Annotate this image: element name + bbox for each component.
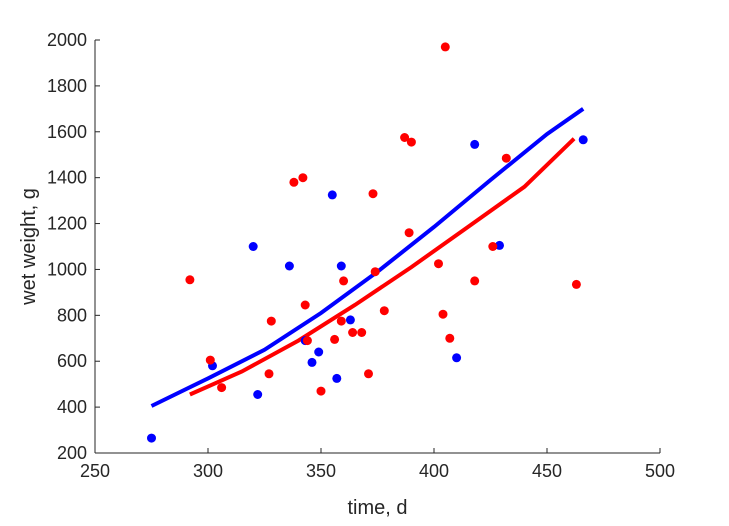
data-point xyxy=(470,139,480,149)
fit-lines xyxy=(150,107,585,408)
data-point xyxy=(364,369,373,379)
y-tick-label: 1600 xyxy=(47,122,87,142)
y-tick-label: 1200 xyxy=(47,214,87,234)
data-point xyxy=(302,336,312,346)
data-point xyxy=(339,276,349,286)
data-point xyxy=(336,261,346,271)
fit-line xyxy=(189,137,576,397)
data-point xyxy=(445,333,455,343)
x-tick-label: 450 xyxy=(532,461,562,481)
data-point xyxy=(327,190,337,200)
fit-line xyxy=(150,107,585,408)
data-point xyxy=(185,275,195,285)
data-point xyxy=(298,173,308,183)
data-point xyxy=(501,153,511,163)
data-point xyxy=(332,373,342,383)
y-tick-label: 2000 xyxy=(47,30,87,50)
x-tick-label: 250 xyxy=(80,461,110,481)
data-point xyxy=(379,306,389,316)
data-point xyxy=(470,276,480,286)
data-point xyxy=(348,328,358,337)
data-point xyxy=(307,357,317,367)
data-point xyxy=(248,242,258,251)
y-tick-label: 400 xyxy=(57,397,87,417)
y-tick-label: 1000 xyxy=(47,259,87,279)
data-point xyxy=(284,261,294,271)
data-point xyxy=(330,334,340,344)
data-point xyxy=(488,242,498,251)
data-point xyxy=(400,133,410,142)
y-tick-label: 1800 xyxy=(47,76,87,96)
x-tick-label: 300 xyxy=(193,461,223,481)
x-tick-label: 350 xyxy=(306,461,336,481)
data-point xyxy=(357,328,367,337)
data-point xyxy=(571,279,581,289)
axes xyxy=(94,40,660,454)
data-point xyxy=(434,259,443,269)
data-point xyxy=(314,347,324,357)
data-point xyxy=(495,240,504,250)
y-tick-label: 600 xyxy=(57,351,87,371)
ticks: 250 300 350 400 450 500 200 400 600 800 1000 1200 14… xyxy=(47,30,675,481)
data-point xyxy=(300,300,310,310)
data-point xyxy=(266,316,276,326)
data-point xyxy=(440,42,450,52)
x-tick-label: 400 xyxy=(419,461,449,481)
data-points xyxy=(147,42,588,443)
x-tick-label: 500 xyxy=(645,461,675,481)
data-point xyxy=(147,433,156,443)
y-tick-label: 200 xyxy=(57,443,87,463)
data-point xyxy=(438,309,448,319)
y-axis-label: wet weight, g xyxy=(18,188,40,306)
data-point xyxy=(205,355,215,365)
data-point xyxy=(253,390,263,399)
y-tick-label: 1400 xyxy=(47,168,87,188)
data-point xyxy=(406,137,416,147)
y-tick-label: 800 xyxy=(57,305,87,325)
data-point xyxy=(289,177,299,187)
data-point xyxy=(368,189,378,199)
data-point xyxy=(217,383,227,393)
x-axis-label: time, d xyxy=(347,497,407,519)
data-point xyxy=(264,369,274,379)
data-point xyxy=(370,267,380,277)
data-point xyxy=(345,315,355,325)
data-point xyxy=(404,228,414,238)
data-point xyxy=(336,316,346,326)
data-point xyxy=(452,353,462,363)
data-point xyxy=(578,135,588,145)
data-point xyxy=(316,386,326,396)
